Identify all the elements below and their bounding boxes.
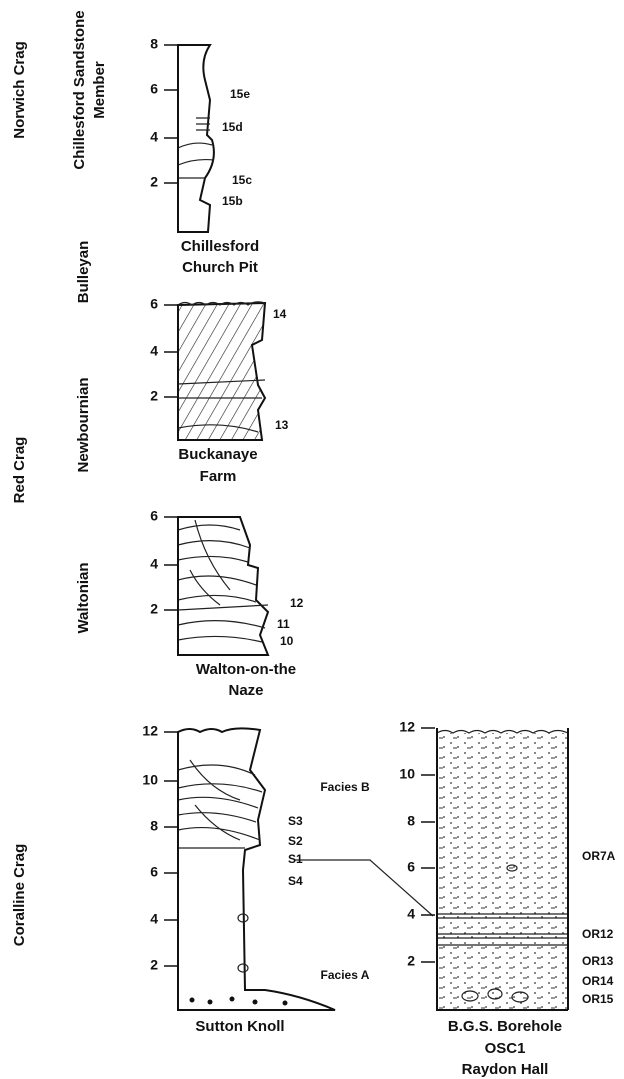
log-name: Buckanaye (178, 446, 257, 463)
subgroup-label: Newbournian (75, 377, 92, 472)
log-name: OSC1 (485, 1040, 526, 1057)
bed-label: 15d (222, 120, 243, 134)
facies-label: Facies B (320, 780, 370, 794)
bed-label: OR7A (582, 849, 616, 863)
bed-label: OR15 (582, 992, 614, 1006)
facies-label: Facies A (321, 968, 370, 982)
scale-label: 4 (150, 129, 158, 145)
log-name: Chillesford (181, 238, 259, 255)
log-name: Church Pit (182, 259, 258, 276)
subgroup-label: Member (91, 61, 108, 119)
bed-label: OR13 (582, 954, 614, 968)
bed-label: S1 (288, 852, 303, 866)
correlation-line (295, 859, 434, 917)
bed-label: 12 (290, 596, 304, 610)
scale-label: 8 (150, 36, 158, 52)
scale-label: 6 (407, 859, 415, 875)
log (177, 727, 336, 1011)
group-label: Red Crag (11, 437, 28, 504)
bed-label: OR14 (582, 974, 614, 988)
scale-label: 4 (150, 343, 158, 359)
bed-label: OR12 (582, 927, 614, 941)
bed-label: S4 (288, 874, 303, 888)
bed-label: 14 (273, 307, 287, 321)
subgroup-label: Bulleyan (75, 241, 92, 304)
subgroup-label: Waltonian (75, 562, 92, 633)
bed-label: 15b (222, 194, 243, 208)
log-name: Sutton Knoll (195, 1018, 284, 1035)
scale-label: 12 (399, 719, 415, 735)
bed-label: S3 (288, 814, 303, 828)
log (177, 516, 270, 656)
group-label: Norwich Crag (11, 41, 28, 139)
scale-label: 12 (142, 723, 158, 739)
log-name: Walton-on-the (196, 661, 296, 678)
scale-label: 6 (150, 508, 158, 524)
scale-label: 6 (150, 864, 158, 880)
scale-label: 6 (150, 81, 158, 97)
scale-label: 6 (150, 296, 158, 312)
scale-label: 8 (407, 813, 415, 829)
log-name: Farm (200, 468, 237, 485)
group-label: Coralline Crag (11, 844, 28, 947)
bed-label: S2 (288, 834, 303, 848)
log (436, 728, 569, 1011)
scale-label: 2 (150, 174, 158, 190)
log (177, 301, 267, 441)
scale-label: 2 (150, 601, 158, 617)
scale-label: 4 (150, 556, 158, 572)
scale-label: 4 (407, 906, 415, 922)
scale-label: 4 (150, 911, 158, 927)
subgroup-label: Chillesford Sandstone (71, 10, 88, 169)
scale-label: 10 (399, 766, 415, 782)
bed-label: 10 (280, 634, 294, 648)
bed-label: 15e (230, 87, 250, 101)
scale-label: 8 (150, 818, 158, 834)
bed-label: 15c (232, 173, 252, 187)
log-name: B.G.S. Borehole (448, 1018, 562, 1035)
log (177, 44, 215, 233)
log-name: Raydon Hall (462, 1061, 549, 1078)
log-name: Naze (228, 682, 263, 699)
bed-label: 13 (275, 418, 289, 432)
bed-label: 11 (277, 617, 290, 631)
scale-label: 2 (150, 388, 158, 404)
scale-label: 2 (407, 953, 415, 969)
scale-label: 10 (142, 772, 158, 788)
scale-label: 2 (150, 957, 158, 973)
